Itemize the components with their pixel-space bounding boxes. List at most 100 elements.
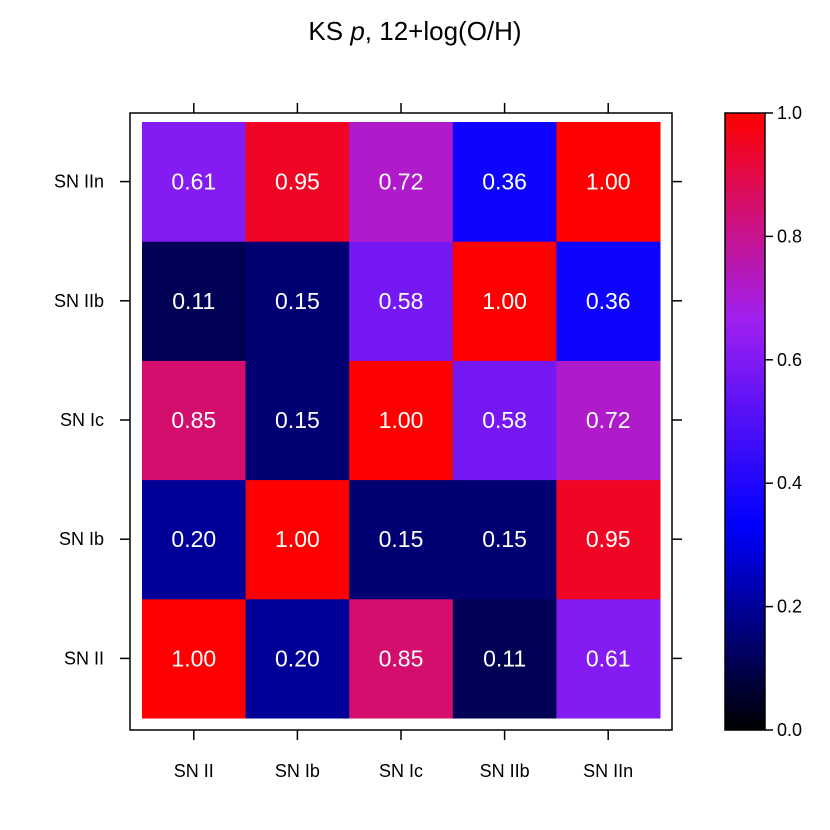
- heatmap-cell: [245, 479, 350, 600]
- colorbar-step: [725, 446, 765, 453]
- colorbar-step: [725, 433, 765, 441]
- colorbar-step: [725, 575, 765, 583]
- colorbar-step: [725, 532, 765, 540]
- chart-title: KS p, 12+log(O/H): [308, 16, 521, 46]
- heatmap-cell: [349, 122, 454, 242]
- colorbar-step: [725, 477, 765, 484]
- colorbar-step: [725, 717, 765, 725]
- cell-value-label: 0.20: [275, 645, 320, 671]
- colorbar-step: [725, 680, 765, 688]
- colorbar-step: [725, 569, 765, 577]
- colorbar-step: [725, 557, 765, 564]
- colorbar-step: [725, 285, 765, 293]
- colorbar-tick-label: 1.0: [777, 103, 802, 123]
- heatmap-cell: [556, 479, 661, 600]
- colorbar-step: [725, 316, 765, 324]
- colorbar-step: [725, 470, 765, 478]
- colorbar-step: [725, 372, 765, 379]
- colorbar-step: [725, 273, 765, 280]
- heatmap-cell: [556, 241, 661, 361]
- colorbar-step: [725, 674, 765, 682]
- colorbar-step: [725, 180, 765, 188]
- colorbar-step: [725, 328, 765, 336]
- colorbar-step: [725, 205, 765, 213]
- x-tick-label: SN II: [174, 761, 214, 781]
- colorbar-step: [725, 415, 765, 422]
- colorbar-step: [725, 335, 765, 342]
- colorbar-step: [725, 526, 765, 533]
- colorbar-tick-label: 0.2: [777, 597, 802, 617]
- cell-value-label: 0.58: [482, 407, 527, 433]
- colorbar-step: [725, 113, 765, 120]
- colorbar-step: [725, 458, 765, 466]
- colorbar-step: [725, 581, 765, 589]
- heatmap-cell: [349, 241, 454, 361]
- heatmap-cell: [142, 122, 247, 242]
- colorbar-step: [725, 261, 765, 268]
- colorbar-step: [725, 625, 765, 632]
- colorbar-step: [725, 211, 765, 219]
- heatmap-cell: [142, 479, 247, 600]
- colorbar-step: [725, 174, 765, 182]
- colorbar-step: [725, 353, 765, 361]
- heatmap-cell: [349, 479, 454, 600]
- colorbar-step: [725, 119, 765, 126]
- colorbar-step: [725, 365, 765, 373]
- heatmap-cell: [452, 479, 557, 600]
- colorbar-step: [725, 427, 765, 435]
- colorbar-step: [725, 143, 765, 151]
- x-tick-label: SN Ib: [275, 761, 320, 781]
- colorbar-step: [725, 409, 765, 416]
- colorbar-step: [725, 489, 765, 496]
- colorbar-step: [725, 310, 765, 318]
- cell-value-label: 0.85: [171, 407, 216, 433]
- cell-value-label: 0.11: [172, 288, 215, 314]
- heatmap-cells: [142, 122, 661, 719]
- colorbar-tick-label: 0.8: [777, 226, 802, 246]
- cell-value-label: 1.00: [275, 526, 320, 552]
- cell-value-label: 1.00: [171, 645, 216, 671]
- heatmap-cell: [142, 241, 247, 361]
- colorbar-step: [725, 187, 765, 194]
- colorbar-step: [725, 156, 765, 163]
- colorbar-step: [725, 649, 765, 657]
- colorbar-step: [725, 137, 765, 145]
- chart-title-italic: p: [349, 16, 364, 46]
- colorbar-step: [725, 520, 765, 527]
- colorbar-step: [725, 440, 765, 447]
- colorbar-step: [725, 279, 765, 287]
- colorbar-step: [725, 538, 765, 546]
- y-tick-label: SN Ib: [59, 529, 104, 549]
- colorbar-step: [725, 600, 765, 607]
- colorbar-step: [725, 390, 765, 398]
- colorbar-step: [725, 341, 765, 348]
- colorbar-step: [725, 514, 765, 521]
- colorbar-tick-label: 0.4: [777, 473, 802, 493]
- colorbar-tick-label: 0.6: [777, 350, 802, 370]
- x-tick-label: SN IIb: [480, 761, 530, 781]
- cell-value-label: 0.85: [379, 645, 424, 671]
- colorbar-step: [725, 298, 765, 305]
- heatmap-cell: [452, 122, 557, 242]
- colorbar-step: [725, 242, 765, 250]
- colorbar: 0.0 0.2 0.4 0.6 0.8 1.0: [724, 103, 802, 740]
- colorbar-step: [725, 396, 765, 404]
- heatmap-cell: [245, 122, 350, 242]
- heatmap-cell: [452, 241, 557, 361]
- cell-value-label: 0.95: [586, 526, 631, 552]
- cell-value-label: 0.58: [379, 288, 424, 314]
- heatmap-cell: [142, 598, 247, 719]
- y-tick-label: SN IIn: [54, 172, 104, 192]
- colorbar-step: [725, 378, 765, 385]
- colorbar-step: [725, 637, 765, 645]
- heatmap-cell: [452, 360, 557, 481]
- colorbar-step: [725, 236, 765, 243]
- cell-value-label: 0.15: [482, 526, 527, 552]
- colorbar-step: [725, 168, 765, 176]
- colorbar-step: [725, 563, 765, 570]
- heatmap-cell: [452, 598, 557, 719]
- cell-value-label: 0.61: [586, 645, 631, 671]
- colorbar-step: [725, 193, 765, 200]
- chart-title-prefix: KS: [308, 16, 350, 46]
